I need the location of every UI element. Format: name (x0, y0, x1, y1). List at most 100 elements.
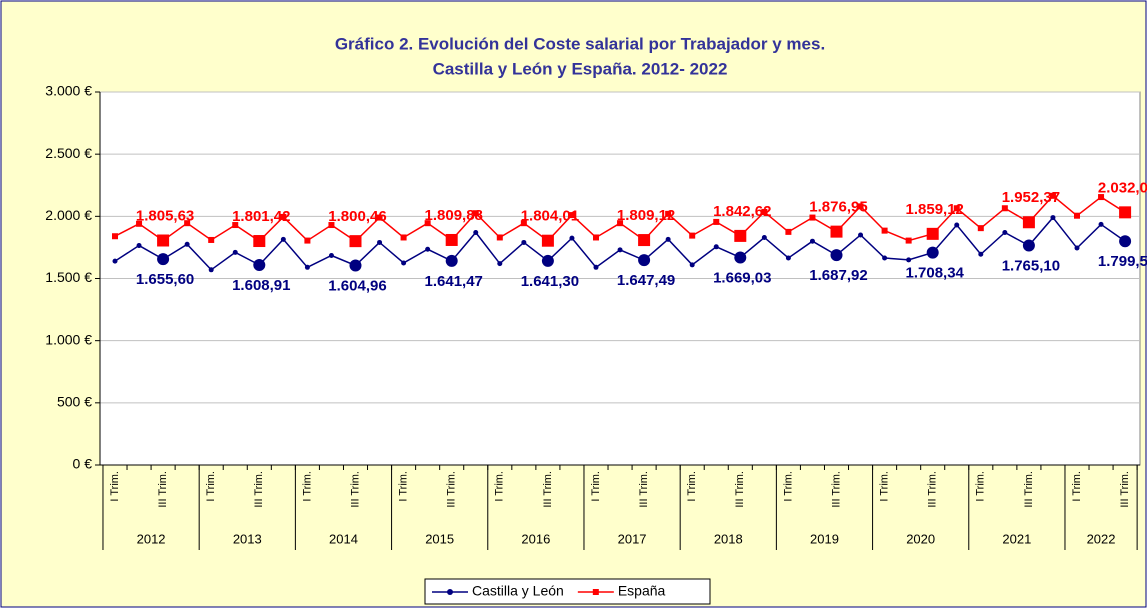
data-label: 1.809,12 (617, 207, 675, 224)
chart-subtitle: Castilla y León y España. 2012- 2022 (433, 59, 728, 78)
point (112, 233, 118, 240)
x-tick-label: I Trim. (109, 471, 121, 502)
y-tick-label: 2.500 € (45, 145, 92, 161)
point (617, 220, 624, 227)
point (1074, 212, 1080, 219)
data-label: 1.804,01 (521, 208, 579, 225)
x-tick-label: III Trim. (253, 471, 265, 508)
x-tick-label: I Trim. (205, 471, 217, 502)
point (232, 249, 238, 255)
point (253, 235, 266, 248)
year-label: 2013 (233, 531, 262, 546)
year-label: 2012 (137, 531, 166, 546)
point (926, 246, 939, 259)
point (569, 235, 575, 241)
data-label: 1.655,60 (136, 271, 194, 288)
x-tick-label: I Trim. (590, 471, 602, 502)
point (541, 254, 554, 267)
data-label: 1.859,12 (906, 201, 964, 218)
point (713, 244, 719, 250)
point (1022, 216, 1035, 229)
point (858, 232, 864, 238)
point (734, 229, 747, 242)
point (184, 241, 190, 247)
year-label: 2020 (906, 531, 935, 546)
data-label: 1.799,57 (1098, 253, 1147, 270)
point (978, 251, 984, 257)
point (328, 222, 335, 229)
point (445, 254, 458, 267)
point (136, 220, 143, 227)
legend-label: Castilla y León (472, 583, 564, 599)
legend-label: España (618, 583, 666, 599)
x-tick-label: I Trim. (782, 471, 794, 502)
data-label: 2.032,05 (1098, 179, 1147, 196)
point (401, 260, 407, 266)
point (954, 222, 960, 228)
year-label: 2022 (1087, 531, 1116, 546)
point (349, 259, 362, 272)
y-tick-label: 2.000 € (45, 207, 92, 223)
point (785, 255, 791, 261)
point (882, 255, 888, 261)
point (568, 212, 575, 219)
point (520, 220, 527, 227)
data-label: 1.647,49 (617, 272, 675, 289)
point (445, 233, 458, 246)
point (1022, 239, 1035, 252)
data-label: 1.604,96 (328, 277, 386, 294)
point (665, 236, 671, 242)
point (1119, 235, 1132, 248)
x-tick-label: III Trim. (1119, 471, 1131, 508)
year-label: 2017 (618, 531, 647, 546)
data-label: 1.805,63 (136, 207, 194, 224)
point (638, 254, 651, 267)
x-tick-label: I Trim. (1071, 471, 1083, 502)
point (377, 239, 383, 245)
point (638, 234, 651, 247)
legend: Castilla y León España (424, 578, 711, 605)
point (208, 236, 215, 243)
point (761, 234, 767, 240)
point (734, 251, 747, 264)
point (328, 252, 334, 258)
x-tick-label: III Trim. (157, 471, 169, 508)
x-tick-label: III Trim. (830, 471, 842, 508)
point (253, 258, 266, 271)
point (521, 239, 527, 245)
point (112, 258, 118, 264)
point (830, 249, 843, 262)
year-label: 2016 (521, 531, 550, 546)
point (689, 262, 695, 268)
point (689, 232, 696, 239)
point (1119, 206, 1132, 219)
x-tick-label: III Trim. (927, 471, 939, 508)
year-label: 2014 (329, 531, 358, 546)
data-label: 1.952,37 (1002, 189, 1060, 206)
point (977, 225, 984, 232)
point (617, 247, 623, 253)
point (208, 267, 214, 273)
year-label: 2021 (1002, 531, 1031, 546)
data-label: 1.687,92 (809, 267, 867, 284)
point (761, 208, 768, 215)
x-tick-label: I Trim. (975, 471, 987, 502)
x-tick-label: III Trim. (349, 471, 361, 508)
point (906, 257, 912, 263)
y-tick-label: 1.000 € (45, 331, 92, 347)
point (304, 264, 310, 270)
point (157, 253, 170, 266)
x-tick-label: I Trim. (301, 471, 313, 502)
legend-marker (447, 589, 453, 595)
x-tick-label: III Trim. (542, 471, 554, 508)
point (376, 214, 383, 221)
data-label: 1.800,46 (328, 208, 386, 225)
point (1001, 205, 1008, 212)
point (497, 261, 503, 267)
point (280, 236, 286, 242)
point (424, 220, 431, 227)
point (425, 246, 431, 252)
data-label: 1.641,47 (425, 273, 483, 290)
point (232, 222, 239, 229)
